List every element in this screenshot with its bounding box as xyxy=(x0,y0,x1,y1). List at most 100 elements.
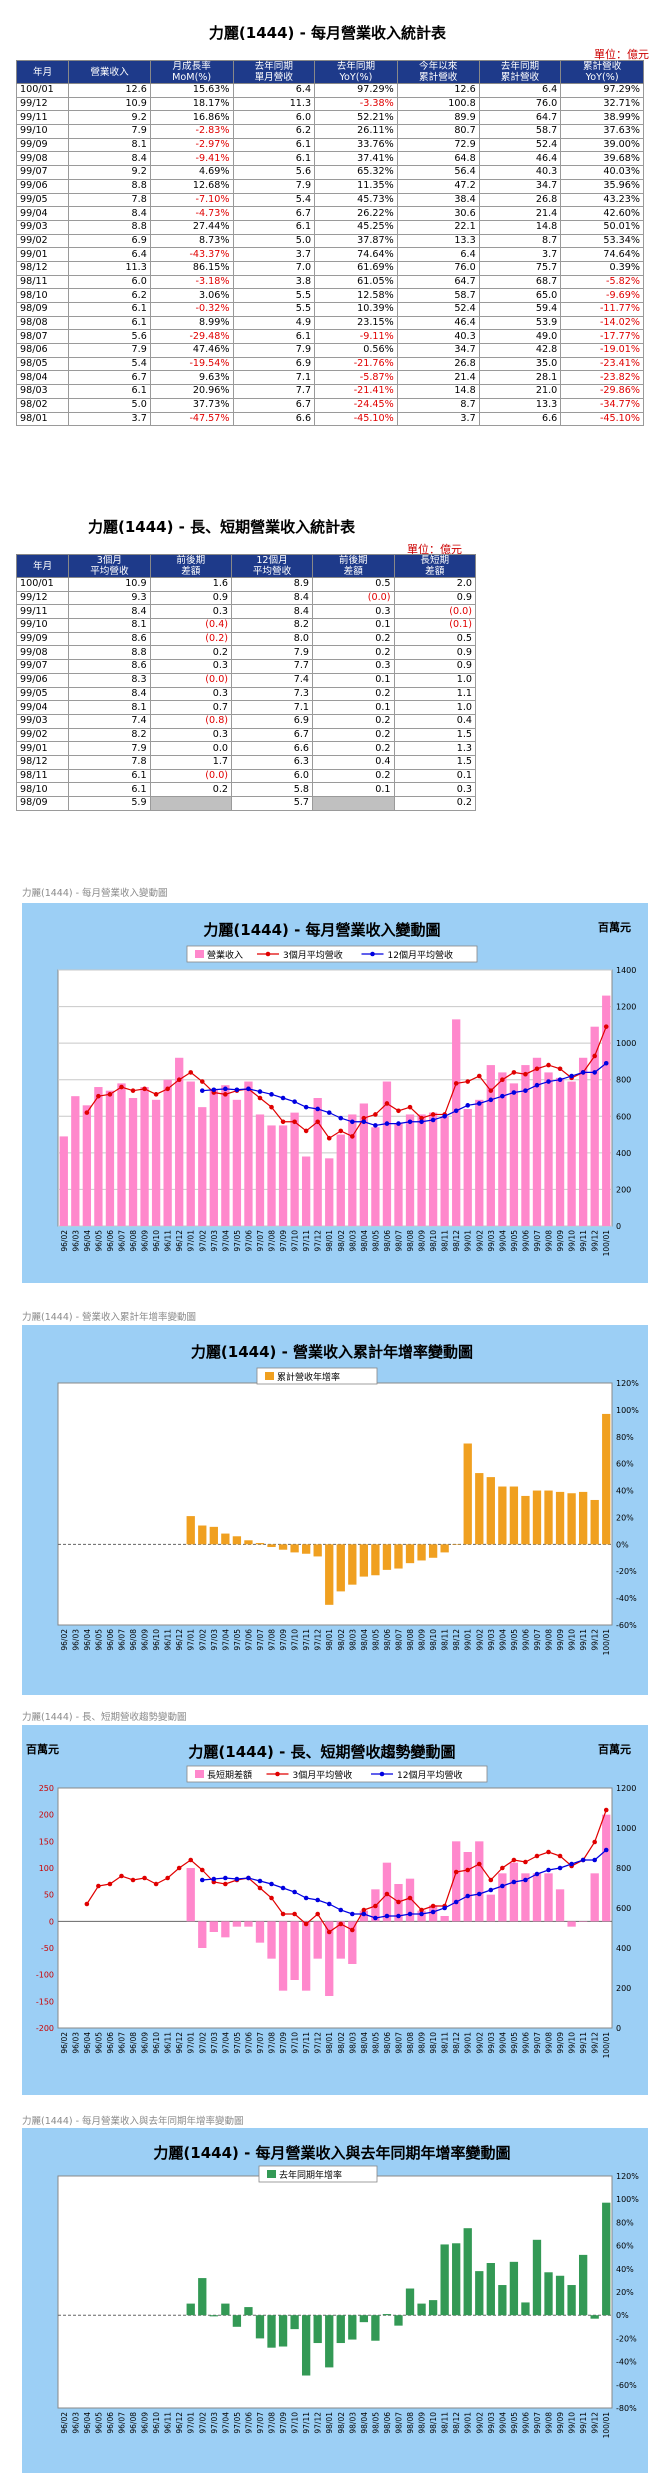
table-cell: 6.7 xyxy=(231,727,314,743)
bar xyxy=(532,1057,542,1226)
x-tick-label: 99/04 xyxy=(498,2032,507,2054)
table-cell: 56.4 xyxy=(396,165,480,180)
table-cell: 8.9 xyxy=(231,577,314,592)
table-cell: (0.4) xyxy=(149,618,233,633)
table-cell: 35.96% xyxy=(560,178,644,194)
table-cell: 74.64% xyxy=(314,247,398,262)
long-short-trend-chart: 力麗(1444) - 長、短期營收趨勢變動圖 百萬元 百萬元 -200 -150 -100… xyxy=(26,1742,636,2058)
bar xyxy=(232,1921,242,1927)
table-cell: 6.6 xyxy=(478,411,562,427)
table-cell: (0.0) xyxy=(149,768,233,784)
table-cell: 8.6 xyxy=(68,659,151,674)
bar xyxy=(232,1099,242,1226)
row-period: 99/08 xyxy=(15,151,70,167)
x-tick-label: 96/05 xyxy=(94,1629,103,1651)
x-tick-label: 99/02 xyxy=(475,2032,484,2054)
x-tick-label: 96/06 xyxy=(106,2032,115,2054)
series-point xyxy=(361,1115,367,1121)
bar xyxy=(232,1536,242,1545)
bar xyxy=(325,2315,334,2368)
row-period: 98/09 xyxy=(15,302,70,317)
x-tick-label: 97/04 xyxy=(221,1230,230,1252)
y-tick-label: 100% xyxy=(616,2195,639,2204)
table-cell: 7.7 xyxy=(232,384,316,399)
chart4-panel: 力麗(1444) - 每月營業收入與去年同期年增率變動圖 -80% -60% -40%… xyxy=(22,2128,648,2473)
series-point xyxy=(361,1119,367,1125)
x-tick-label: 98/06 xyxy=(383,2032,392,2054)
y-tick-label: -20% xyxy=(616,1567,637,1576)
table-cell: 35.0 xyxy=(478,356,562,372)
y-tick-label: 60% xyxy=(616,1460,634,1469)
bar xyxy=(267,1544,276,1548)
y-tick-label: 50 xyxy=(44,1891,54,1900)
table-cell: 42.8 xyxy=(478,343,562,358)
table-row: 99/06 8.3 (0.0) 7.4 0.1 1.0 xyxy=(15,672,476,688)
x-tick-label: 96/03 xyxy=(71,2412,80,2434)
bar xyxy=(394,2315,403,2326)
row-period: 99/10 xyxy=(15,618,70,633)
bar xyxy=(186,1516,195,1545)
row-period: 99/09 xyxy=(15,631,70,647)
series-point xyxy=(419,1115,424,1121)
table-cell: -19.54% xyxy=(149,356,234,372)
table-cell: 6.4 xyxy=(232,83,316,98)
x-tick-label: 97/10 xyxy=(291,2412,300,2434)
bar xyxy=(59,1136,68,1226)
x-tick-label: 99/10 xyxy=(568,1230,577,1252)
table-header-row: 年月 3個月 平均營收 前後期 差額 12個月 平均營收 前後期 差額 長短期 差額 xyxy=(15,554,476,578)
column-header: 前後期 差額 xyxy=(149,554,233,578)
table-cell: -9.69% xyxy=(560,288,644,303)
table-cell: 6.1 xyxy=(68,302,151,317)
table-cell: (0.0) xyxy=(149,672,233,688)
x-tick-label: 96/06 xyxy=(106,1230,115,1252)
row-period: 98/02 xyxy=(15,397,70,413)
bar xyxy=(509,1862,519,1922)
x-tick-label: 98/09 xyxy=(418,2032,427,2054)
bar xyxy=(440,2244,449,2316)
table-row: 99/03 8.8 27.44% 6.1 45.25% 22.1 14.8 50.01% xyxy=(15,219,644,235)
bar xyxy=(244,1081,253,1226)
bar xyxy=(428,1544,438,1558)
bar xyxy=(440,1116,449,1226)
table-cell: 52.4 xyxy=(396,302,480,317)
table-cell: 0.2 xyxy=(312,631,395,647)
table-cell: 6.4 xyxy=(68,247,151,262)
table-cell: (0.0) xyxy=(393,604,476,620)
table-cell: 22.1 xyxy=(396,219,480,235)
table-cell: 37.73% xyxy=(149,397,234,413)
table-cell: 6.7 xyxy=(232,397,316,413)
x-tick-label: 96/04 xyxy=(83,1230,92,1252)
table-cell: (0.8) xyxy=(149,713,233,729)
table-cell: 6.7 xyxy=(232,206,316,221)
bar xyxy=(463,1108,472,1226)
x-tick-label: 99/12 xyxy=(591,2032,600,2054)
x-tick-label: 98/12 xyxy=(452,1629,461,1651)
column-header: 年月 xyxy=(15,60,70,84)
x-tick-label: 99/07 xyxy=(533,2032,542,2054)
y-tick-label: 400 xyxy=(616,1149,631,1158)
table-cell: 8.1 xyxy=(68,700,151,715)
table-cell: 61.05% xyxy=(314,274,398,290)
table-row: 99/11 8.4 0.3 8.4 0.3 (0.0) xyxy=(15,604,476,620)
table-cell: -21.76% xyxy=(314,356,398,372)
table-cell: 1.1 xyxy=(393,686,476,702)
series-point xyxy=(257,1095,263,1101)
series-line xyxy=(86,1809,607,1933)
table-cell: 65.32% xyxy=(314,165,398,180)
table-cell: 7.9 xyxy=(231,645,314,661)
series-point xyxy=(269,1104,274,1110)
table-cell: 11.3 xyxy=(232,96,316,112)
bar xyxy=(359,1103,369,1226)
chart3-panel: 力麗(1444) - 長、短期營收趨勢變動圖 百萬元 百萬元 -200 -150 -100… xyxy=(22,1725,648,2095)
y-tick-label: 20% xyxy=(616,2288,634,2297)
bar xyxy=(544,1072,553,1226)
series-point xyxy=(199,1079,205,1084)
table-cell: 40.3 xyxy=(396,329,480,345)
y-tick-label: -40% xyxy=(616,1594,637,1603)
y2-tick-label: 1000 xyxy=(616,1824,636,1833)
row-period: 99/02 xyxy=(15,727,70,743)
x-tick-label: 97/09 xyxy=(279,2032,288,2054)
series-point xyxy=(280,1911,286,1917)
table-cell: 8.1 xyxy=(68,618,151,633)
series-point xyxy=(569,1861,574,1867)
